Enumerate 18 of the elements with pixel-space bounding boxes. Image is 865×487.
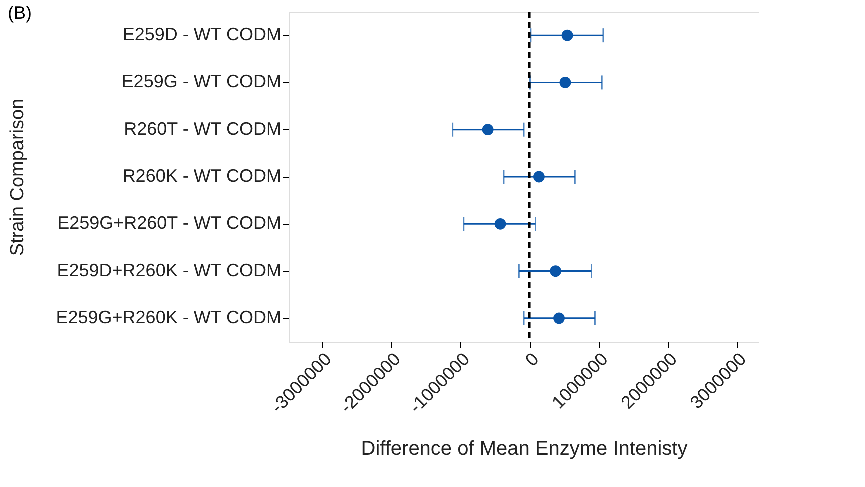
y-tick-label: E259G+R260T - WT CODM: [58, 213, 282, 234]
point: [550, 266, 562, 277]
y-tick-label: E259D+R260K - WT CODM: [57, 260, 282, 280]
text: (B): [8, 2, 32, 23]
y-tick-label: R260T - WT CODM: [124, 118, 282, 139]
y-axis-title: Strain Comparison: [8, 98, 28, 256]
point: [562, 30, 574, 42]
x-tick-label: 0: [522, 349, 543, 370]
y-tick-label: E259D - WT CODM: [122, 24, 282, 45]
y-tick-label: E259G+R260K - WT CODM: [56, 307, 282, 328]
point: [494, 218, 506, 230]
y-tick-label: R260K - WT CODM: [122, 166, 282, 186]
x-axis-title: Difference of Mean Enzyme Intenisty: [361, 438, 688, 460]
point: [482, 124, 494, 136]
point: [554, 312, 565, 324]
point: [534, 171, 545, 183]
point: [560, 77, 572, 88]
y-tick-label: E259G - WT CODM: [122, 72, 282, 92]
